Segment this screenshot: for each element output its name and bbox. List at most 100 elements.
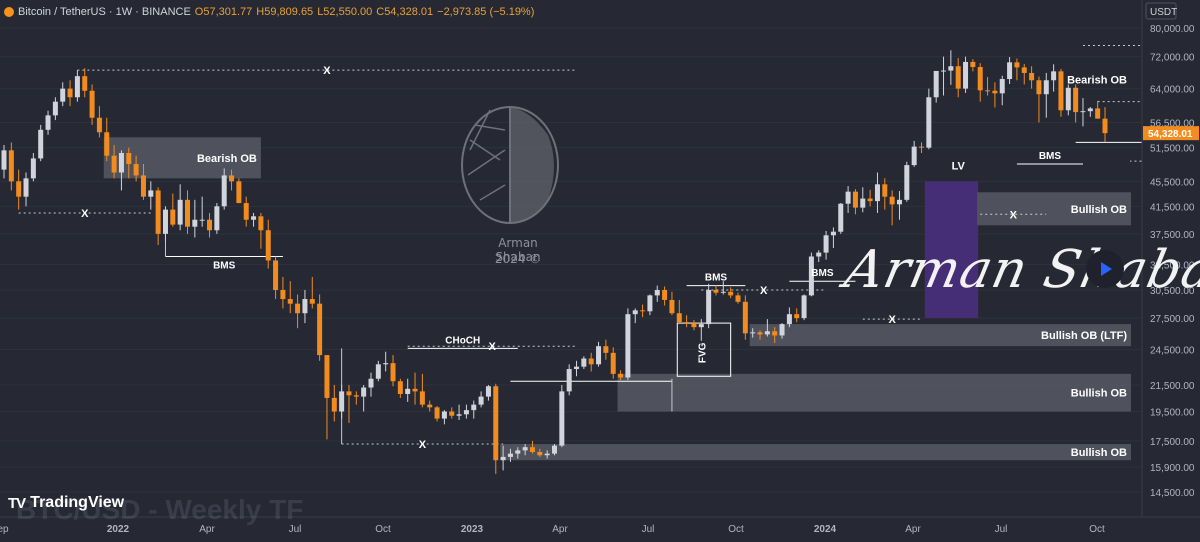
candle-body xyxy=(1073,87,1079,113)
candle-body xyxy=(919,146,924,148)
candle-body xyxy=(581,358,587,367)
time-tick-label: ep xyxy=(0,524,9,535)
structure-label: BMS xyxy=(705,273,728,284)
candle-body xyxy=(1095,108,1101,119)
candle-body xyxy=(280,289,286,300)
candle-body xyxy=(566,369,572,392)
brain-line xyxy=(474,124,506,131)
time-axis: ep 2022 Apr Jul Oct 2023 Apr Jul Oct 2024 Apr Jul Oc… xyxy=(0,516,1200,537)
candle-body xyxy=(1051,71,1057,81)
candle-body xyxy=(713,289,719,293)
candle-body xyxy=(662,289,668,300)
price-tick-label: 51,500.00 xyxy=(1150,144,1195,155)
brand-brain-icon xyxy=(461,106,559,224)
candlesticks xyxy=(1,50,1108,474)
candle-body xyxy=(603,346,609,353)
brain-right xyxy=(510,107,554,223)
brand-year: 2024 © xyxy=(494,252,542,266)
price-tick-label: 17,500.00 xyxy=(1150,437,1195,448)
order-block-zone xyxy=(977,192,1131,226)
candle-body xyxy=(933,70,939,98)
candle-body xyxy=(772,331,778,336)
play-button[interactable] xyxy=(1086,250,1124,288)
candle-body xyxy=(706,289,712,325)
candle-body xyxy=(148,190,154,197)
time-tick-label: Apr xyxy=(552,524,568,535)
candle-body xyxy=(1007,62,1013,80)
candle-body xyxy=(309,299,315,304)
candle-body xyxy=(434,407,440,419)
candle-body xyxy=(691,323,697,328)
candle-body xyxy=(471,404,477,411)
tradingview-logo[interactable]: TV TradingView xyxy=(8,494,124,512)
candle-body xyxy=(816,252,822,257)
x-marker: X xyxy=(760,285,768,297)
candle-body xyxy=(390,363,396,382)
author-signature: Arman Shaban xyxy=(839,240,1200,300)
candle-body xyxy=(750,332,756,334)
fvg-box xyxy=(676,322,732,377)
symbol-title[interactable]: Bitcoin / TetherUS · 1W · BINANCE xyxy=(18,6,191,18)
candle-body xyxy=(162,209,168,234)
structure-label: BMS xyxy=(213,261,236,272)
candle-body xyxy=(104,132,110,156)
candle-body xyxy=(74,76,80,98)
candle-body xyxy=(999,79,1005,94)
candle-body xyxy=(287,299,293,304)
price-tick-label: 19,500.00 xyxy=(1150,408,1195,419)
candle-body xyxy=(126,152,132,164)
candle-body xyxy=(654,289,660,296)
candle-body xyxy=(243,203,249,220)
candle-body xyxy=(111,155,117,173)
candle-body xyxy=(353,395,359,397)
price-tick-label: 30,500.00 xyxy=(1150,286,1195,297)
candle-body xyxy=(970,61,976,68)
candle-body xyxy=(1065,87,1071,111)
time-tick-label: 2022 xyxy=(107,524,130,535)
candle-body xyxy=(383,363,389,365)
candle-body xyxy=(632,310,638,315)
currency-badge[interactable] xyxy=(1145,2,1177,20)
candle-body xyxy=(324,355,330,398)
open-value: O57,301.77 xyxy=(194,6,253,18)
candle-body xyxy=(295,303,301,314)
price-tick-label: 27,500.00 xyxy=(1150,314,1195,325)
current-price-tag xyxy=(1143,126,1199,141)
candle-body xyxy=(478,396,484,405)
time-tick-label: Oct xyxy=(728,524,744,535)
candle-body xyxy=(207,219,213,231)
time-tick-label: Apr xyxy=(199,524,215,535)
zone-label: Bullish OB (LTF) xyxy=(1041,330,1127,342)
candle-body xyxy=(30,158,36,179)
candle-body xyxy=(236,181,242,204)
time-axis-bg xyxy=(0,517,1200,537)
candle-body xyxy=(251,216,257,220)
candle-body xyxy=(684,322,690,324)
candle-body xyxy=(728,291,734,296)
time-tick-label: 2024 xyxy=(814,524,837,535)
price-tick-label: 33,500.00 xyxy=(1150,260,1195,271)
time-tick-label: 2023 xyxy=(461,524,484,535)
candle-body xyxy=(405,388,411,394)
candle-body xyxy=(735,295,741,302)
candle-body xyxy=(273,260,279,290)
candle-body xyxy=(625,314,631,378)
candle-body xyxy=(155,190,161,234)
candle-body xyxy=(977,67,983,91)
price-tick-label: 64,000.00 xyxy=(1150,85,1195,96)
x-marker: X xyxy=(888,314,896,326)
candle-body xyxy=(346,391,352,396)
bitcoin-icon xyxy=(4,7,14,17)
candle-body xyxy=(867,198,873,202)
time-tick-label: Apr xyxy=(905,524,921,535)
time-tick-label: Oct xyxy=(1089,524,1105,535)
candle-body xyxy=(89,90,95,118)
brand-name: Arman Shaban xyxy=(495,236,541,264)
candle-body xyxy=(96,117,102,133)
candle-body xyxy=(507,453,513,457)
candle-body xyxy=(830,231,836,236)
candle-body xyxy=(493,386,499,461)
candle-body xyxy=(911,146,917,166)
